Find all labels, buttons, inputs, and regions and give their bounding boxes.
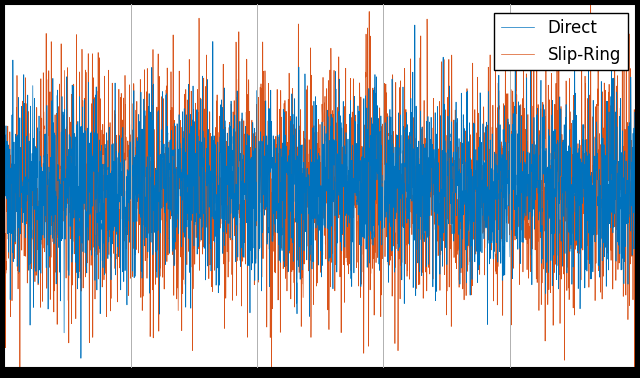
Slip-Ring (26, 164, 34, 169)
Direct (124, 216, 132, 221)
Direct (1, 155, 8, 160)
Slip-Ring (3, 180, 11, 185)
Direct (26, 169, 34, 174)
Direct (3, 153, 11, 158)
Direct (309, 150, 317, 154)
Slip-Ring (124, 154, 132, 159)
Slip-Ring (587, 0, 595, 2)
Direct (38, 202, 46, 206)
Direct (632, 200, 639, 205)
Slip-Ring (598, 234, 606, 238)
Direct (411, 23, 419, 27)
Slip-Ring (38, 215, 46, 219)
Direct (77, 356, 84, 361)
Slip-Ring (309, 151, 317, 155)
Slip-Ring (1, 184, 8, 188)
Direct (598, 207, 606, 212)
Legend: Direct, Slip-Ring: Direct, Slip-Ring (494, 12, 627, 70)
Line: Direct: Direct (4, 25, 636, 358)
Line: Slip-Ring: Slip-Ring (4, 0, 636, 378)
